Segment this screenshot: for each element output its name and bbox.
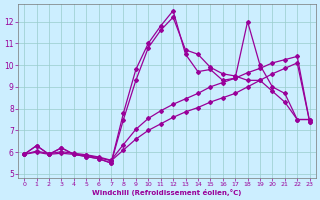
X-axis label: Windchill (Refroidissement éolien,°C): Windchill (Refroidissement éolien,°C)	[92, 189, 242, 196]
